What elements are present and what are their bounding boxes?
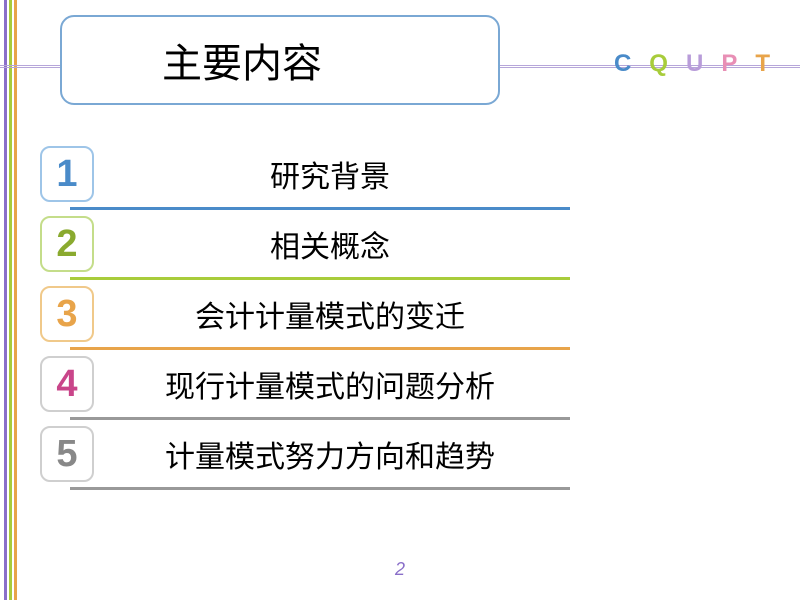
list-item: 1 研究背景 bbox=[40, 140, 570, 210]
cqupt-logo: C Q U P T bbox=[614, 50, 770, 78]
item-number-5: 5 bbox=[40, 426, 94, 482]
item-underline-5 bbox=[70, 487, 570, 490]
stripe-2 bbox=[9, 0, 12, 600]
list-item: 2 相关概念 bbox=[40, 210, 570, 280]
item-number-4: 4 bbox=[40, 356, 94, 412]
cqupt-letter-p: P bbox=[721, 50, 737, 78]
contents-list: 1 研究背景 2 相关概念 3 会计计量模式的变迁 4 现行计量模式的问题分析 … bbox=[40, 140, 570, 490]
item-number-2: 2 bbox=[40, 216, 94, 272]
cqupt-letter-u: U bbox=[686, 50, 703, 78]
cqupt-letter-c: C bbox=[614, 50, 631, 78]
list-item: 3 会计计量模式的变迁 bbox=[40, 280, 570, 350]
item-number-3: 3 bbox=[40, 286, 94, 342]
page-number: 2 bbox=[0, 559, 800, 580]
list-item: 4 现行计量模式的问题分析 bbox=[40, 350, 570, 420]
item-text-3: 会计计量模式的变迁 bbox=[110, 290, 570, 338]
list-item: 5 计量模式努力方向和趋势 bbox=[40, 420, 570, 490]
item-number-1: 1 bbox=[40, 146, 94, 202]
cqupt-letter-q: Q bbox=[649, 50, 668, 78]
item-text-2: 相关概念 bbox=[110, 220, 570, 268]
left-accent-stripes bbox=[4, 0, 17, 600]
item-text-4: 现行计量模式的问题分析 bbox=[110, 360, 570, 408]
cqupt-letter-t: T bbox=[755, 50, 770, 78]
stripe-1 bbox=[4, 0, 7, 600]
page-title: 主要内容 bbox=[60, 15, 500, 105]
stripe-3 bbox=[14, 0, 17, 600]
item-text-5: 计量模式努力方向和趋势 bbox=[110, 430, 570, 478]
page-title-text: 主要内容 bbox=[162, 31, 322, 89]
item-text-1: 研究背景 bbox=[110, 150, 570, 198]
